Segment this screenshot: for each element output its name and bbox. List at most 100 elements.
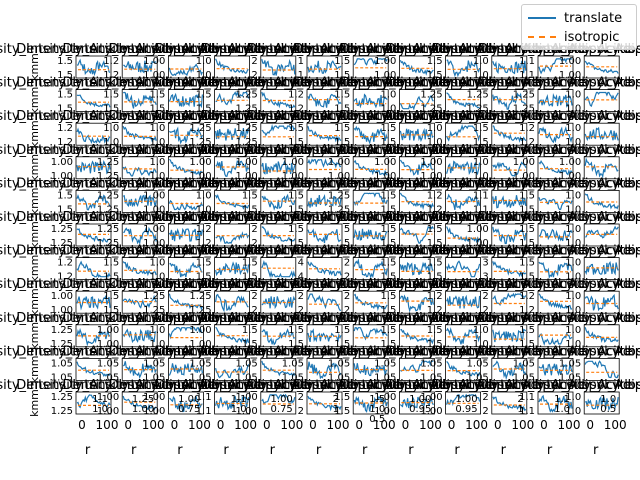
y-tick-label: 1.05 xyxy=(51,358,73,369)
y-tick-label: 1.5 xyxy=(57,204,73,215)
panel-r10-c10: Density_Intensity_Aciklosyl_Adipocyte1.1… xyxy=(432,378,640,417)
series-translate-line xyxy=(538,197,573,211)
y-tick-label: 1.25 xyxy=(236,123,258,134)
panel-title: Density_Intensity_Aciklosyl_Adipocyte xyxy=(16,143,263,158)
y-tick-label: 1.05 xyxy=(559,358,581,369)
y-tick-label: 1.1 xyxy=(196,392,212,403)
panel-title: Density_Intensity_Aciklosyl_Adipocyte xyxy=(201,143,448,158)
panel-r8-c6: Density_Intensity_Aciklosyl_Adipocyte 1.5… xyxy=(247,311,494,350)
series-translate-line xyxy=(584,293,619,312)
y-tick-label: 1.5 xyxy=(519,238,535,249)
series-translate-line xyxy=(261,260,296,279)
y-tick-label: 1.0 xyxy=(565,406,581,417)
y-tick-label: 1.05 xyxy=(282,372,304,383)
y-tick-label: 1.05 xyxy=(559,372,581,383)
panel-title: Density_Intensity_Aciklosyl_Adipocyte xyxy=(340,277,587,292)
series-translate-line xyxy=(261,393,296,405)
series-translate-line xyxy=(215,160,250,177)
y-tick-label: 1.2 xyxy=(519,137,535,148)
y-tick-label: 1.5 xyxy=(334,137,350,148)
panel-frame xyxy=(306,391,343,415)
y-tick-label: 1.0 xyxy=(565,258,581,269)
panel-title: Density_Intensity_Aciklosyl_Adipocyte xyxy=(294,76,541,91)
y-tick-label: 1.25 xyxy=(97,190,119,201)
y-tick-label: 1.5 xyxy=(288,224,304,235)
y-tick-label: 1.25 xyxy=(97,204,119,215)
series-translate-line xyxy=(446,294,481,309)
panel-frame xyxy=(537,189,574,213)
y-tick-label: 1.5 xyxy=(103,272,119,283)
series-translate-line xyxy=(307,126,342,144)
legend-entry-isotropic: isotropic xyxy=(528,28,619,46)
series-translate-line xyxy=(215,90,250,106)
y-tick-label: 1.0 xyxy=(149,339,165,350)
panel-title: Density_Intensity_Aciklosyl_Adipocyte xyxy=(432,143,640,158)
panel-title: Density_Intensity_Aciklosyl_Adipocyte xyxy=(0,176,217,191)
x-tick-label: 100 xyxy=(465,418,488,432)
x-axis-col-0: 0 100 r 1.11.0 xyxy=(78,394,118,458)
y-tick-label: 2 xyxy=(298,406,304,417)
panel-title: Density_Intensity_Aciklosyl_Adipocyte xyxy=(247,311,494,326)
y-tick-label: 1.5 xyxy=(519,325,535,336)
y-tick-label: 1.00 xyxy=(467,238,489,249)
x-axis-label: r xyxy=(85,443,91,458)
y-tick-label: 1.25 xyxy=(420,90,442,101)
panel-r9-c1: Density_Intensity_Aciklosyl_Adipocyte1.0… xyxy=(16,344,263,383)
panel-frame xyxy=(537,257,574,281)
panel-r9-c8: Density_Intensity_Aciklosyl_Adipocyte1.0… xyxy=(340,344,587,383)
y-tick-label: 1.25 xyxy=(97,224,119,235)
y-tick-label: 1.5 xyxy=(427,56,443,67)
panel-title: Density_Intensity_Aciklosyl_Adipocyte xyxy=(201,277,448,292)
panel-r10-c0: Density_Intensity_Aciklosyl_Adipocyte1.2… xyxy=(0,378,217,417)
series-translate-line xyxy=(446,92,480,109)
y-tick-label: 1.5 xyxy=(196,258,212,269)
y-tick-label: 1.00 xyxy=(236,392,258,403)
panel-frame xyxy=(214,55,251,79)
y-tick-label: 1.5 xyxy=(288,204,304,215)
y-tick-label-bottom: 1.0 xyxy=(369,404,385,415)
series-translate-line xyxy=(446,360,481,377)
series-translate-line xyxy=(399,294,434,313)
y-tick-label: 1.0 xyxy=(149,171,165,182)
y-tick-label-bottom: 1.1 xyxy=(554,394,570,405)
x-tick-label: 0 xyxy=(355,418,363,432)
y-tick-label: 1.5 xyxy=(473,137,489,148)
y-tick-label: 1.0 xyxy=(565,291,581,302)
panel-r8-c4: Density_Intensity_Aciklosyl_Adipocyte1.5… xyxy=(155,311,402,350)
y-tick-label: 1.00 xyxy=(143,224,165,235)
series-translate-line xyxy=(399,261,434,276)
y-tick-label: 1.5 xyxy=(288,339,304,350)
series-translate-line xyxy=(353,395,388,413)
y-tick-label-bottom: 1.00 xyxy=(271,394,293,405)
panel-title: Density_Intensity_Aciklosyl_Adipocyte xyxy=(478,378,640,393)
panel-title: Density_Intensity_Aciklosyl_Adipocyte xyxy=(63,143,310,158)
y-tick-label: 2 xyxy=(344,291,350,302)
panel-title: Density_Intensity_Aciklosyl_Adipocyte xyxy=(294,311,541,326)
series-translate-line xyxy=(261,91,296,109)
panel-title: Density_Intensity_Aciklosyl_Adipocyte xyxy=(201,42,448,57)
series-translate-line xyxy=(492,360,527,381)
panel-r4-c1: Density_Intensity_Aciklosyl_Adipocyte1.2… xyxy=(16,176,263,215)
panel-title: Density_Intensity_Aciklosyl_Adipocyte xyxy=(340,109,587,124)
panel-title: Density_Intensity_Aciklosyl_Adipocyte xyxy=(247,244,494,259)
y-tick-label: 1.1 xyxy=(519,392,535,403)
panel-title: Density_Intensity_Aciklosyl_Adipocyte xyxy=(155,76,402,91)
y-axis-label: kmm xyxy=(28,355,41,383)
panel-r4-c9: Density_Intensity_Aciklosyl_Adipocyte1.1… xyxy=(386,176,633,215)
legend-line-isotropic xyxy=(528,36,556,38)
panel-title: Density_Intensity_Aciklosyl_Adipocyte xyxy=(109,378,356,393)
panel-r4-c2: Density_Intensity_Aciklosyl_Adipocyte1.0… xyxy=(63,176,310,215)
series-translate-line xyxy=(122,294,157,309)
panel-title: Density_Intensity_Aciklosyl_Adipocyte xyxy=(340,176,587,191)
series-translate-line xyxy=(215,193,250,210)
y-tick-label: 1.5 xyxy=(427,272,443,283)
panel-title: Density_Intensity_Aciklosyl_Adipocyte xyxy=(478,244,640,259)
series-translate-line xyxy=(584,395,619,411)
panel-r2-c2: Density_Intensity_Aciklosyl_Adipocyte1.0… xyxy=(63,109,310,148)
y-tick-label: 1.05 xyxy=(51,372,73,383)
series-translate-line xyxy=(168,362,203,376)
panel-frame xyxy=(491,122,528,146)
